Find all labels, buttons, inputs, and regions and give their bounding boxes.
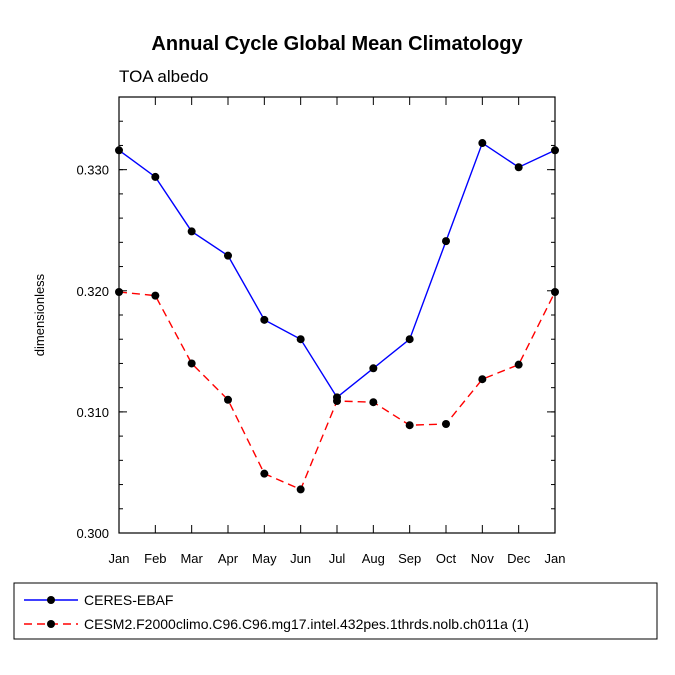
data-point — [514, 360, 523, 369]
plot-frame — [118, 96, 556, 534]
data-point — [260, 315, 269, 324]
x-tick-label: Sep — [398, 551, 421, 566]
y-axis-label: dimensionless — [32, 273, 47, 356]
y-tick-label: 0.300 — [76, 526, 109, 541]
data-point — [551, 146, 559, 155]
legend-marker — [47, 620, 55, 628]
data-point — [514, 163, 523, 172]
data-point — [187, 227, 196, 236]
y-tick-label: 0.310 — [76, 405, 109, 420]
data-point — [260, 469, 269, 478]
data-point — [187, 359, 196, 368]
data-point — [478, 139, 487, 148]
x-tick-label: May — [252, 551, 277, 566]
series-layer — [115, 139, 559, 494]
data-point — [478, 375, 487, 384]
legend: CERES-EBAF CESM2.F2000climo.C96.C96.mg17.… — [24, 592, 529, 632]
data-point — [151, 291, 160, 300]
x-tick-label: Dec — [507, 551, 531, 566]
data-point — [405, 421, 414, 430]
data-point — [442, 420, 450, 428]
data-point — [151, 172, 160, 181]
series-line-2 — [118, 291, 556, 491]
data-point — [115, 146, 123, 155]
x-tick-label: Jan — [109, 551, 130, 566]
data-point — [369, 398, 378, 407]
axis-tick-labels: Jan Feb Mar Apr May Jun Jul Aug Sep Oct Nov Dec Jan0… — [76, 163, 565, 566]
chart-title: Annual Cycle Global Mean Climatology — [151, 33, 523, 55]
data-point — [115, 287, 123, 296]
data-point — [405, 335, 414, 344]
legend-label: CERES-EBAF — [84, 592, 173, 608]
legend-marker — [47, 596, 55, 604]
series-line-1 — [118, 141, 556, 399]
y-tick-label: 0.320 — [76, 284, 109, 299]
x-tick-label: Oct — [436, 551, 457, 566]
x-tick-label: Jun — [290, 551, 311, 566]
x-tick-label: Nov — [471, 551, 495, 566]
x-tick-label: Aug — [362, 551, 385, 566]
legend-label: CESM2.F2000climo.C96.C96.mg17.intel.432p… — [84, 616, 529, 632]
x-tick-label: Apr — [218, 551, 239, 566]
x-tick-label: Jan — [545, 551, 566, 566]
data-point — [551, 287, 559, 296]
chart-subtitle: TOA albedo — [119, 67, 208, 86]
y-tick-label: 0.330 — [76, 163, 109, 178]
data-point — [442, 237, 450, 246]
x-tick-label: Mar — [180, 551, 203, 566]
legend-box — [13, 582, 658, 640]
data-point — [369, 364, 378, 373]
data-point — [296, 485, 305, 494]
axis-ticks — [118, 96, 556, 534]
data-point — [333, 396, 341, 405]
x-tick-label: Feb — [144, 551, 166, 566]
data-point — [224, 395, 232, 404]
data-point — [224, 251, 232, 260]
x-tick-label: Jul — [329, 551, 346, 566]
data-point — [296, 335, 305, 344]
